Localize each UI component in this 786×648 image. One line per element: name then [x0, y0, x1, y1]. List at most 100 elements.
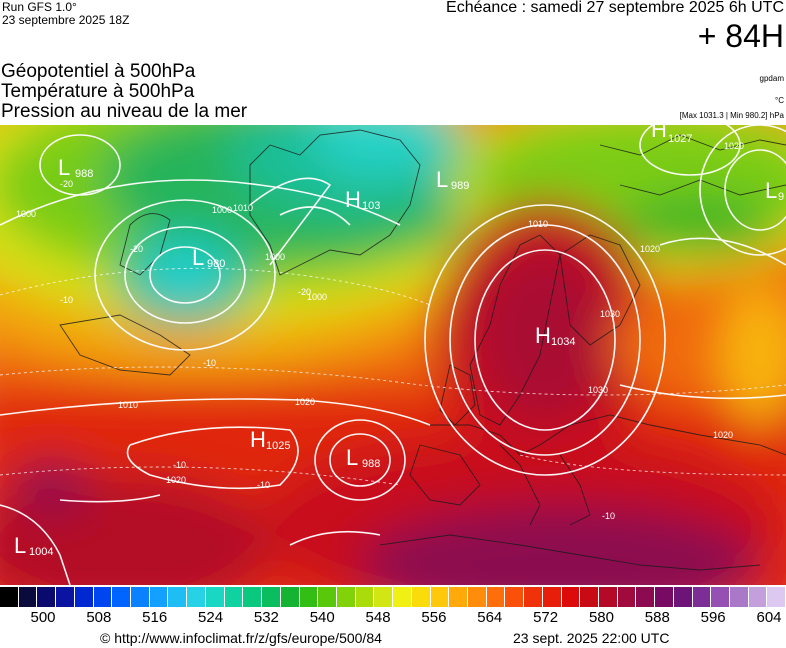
- pressure-center-value: 989: [451, 180, 469, 192]
- unit-geopotential: gpdam: [759, 74, 784, 83]
- colorbar-swatch: [262, 587, 281, 607]
- isotherms: [0, 267, 786, 486]
- colorbar-swatch: [131, 587, 150, 607]
- generated-time: 23 sept. 2025 22:00 UTC: [513, 630, 670, 646]
- colorbar-swatch: [599, 587, 618, 607]
- colorbar-swatch: [18, 587, 38, 607]
- pressure-center-value: 988: [75, 168, 93, 180]
- weather-map: L 988 H 103 L 989 H 1027 L 9 L 980 H 103…: [0, 125, 786, 585]
- pressure-center-high: H: [345, 187, 361, 212]
- colorbar-tick-label: 524: [198, 609, 224, 626]
- isobar-label: 1020: [640, 244, 660, 254]
- pressure-center-labels: L 988 H 103 L 989 H 1027 L 9 L 980 H 103…: [14, 125, 784, 558]
- colorbar-swatch: [617, 587, 637, 607]
- isotherm-label: -20: [298, 287, 311, 297]
- colorbar-swatch: [730, 587, 749, 607]
- isobar-label: 1010: [118, 400, 138, 410]
- unit-temperature: °C: [775, 96, 784, 105]
- colorbar-swatch: [355, 587, 375, 607]
- colorbar-swatch: [149, 587, 169, 607]
- pressure-center-low: L: [58, 155, 70, 180]
- source-url: © http://www.infoclimat.fr/z/gfs/europe/…: [100, 630, 382, 646]
- isobar-label: 1020: [713, 430, 733, 440]
- colorbar-swatch: [318, 587, 337, 607]
- colorbar-swatch: [299, 587, 319, 607]
- run-date: 23 septembre 2025 18Z: [2, 13, 130, 27]
- colorbar-swatch: [580, 587, 599, 607]
- coastlines-sharp: [59, 129, 786, 571]
- isotherm-label: -10: [173, 460, 186, 470]
- isotherm-label: -10: [602, 511, 615, 521]
- title-pressure: Pression au niveau de la mer: [1, 101, 248, 122]
- colorbar-swatch: [37, 587, 57, 607]
- run-label: Run GFS 1.0°: [2, 0, 77, 14]
- colorbar-swatch: [74, 587, 94, 607]
- colorbar-ticks: 500 508 516 524 532 540 548 556 564 572 580 588 596 6…: [0, 609, 786, 627]
- isobar-label: 1010: [528, 219, 548, 229]
- colorbar-swatch: [711, 587, 731, 607]
- isobar-label: 1000: [307, 292, 327, 302]
- isobar-label: 1000: [16, 209, 36, 219]
- colorbar-swatch: [467, 587, 487, 607]
- colorbar-swatch: [280, 587, 300, 607]
- pressure-center-value: 980: [207, 258, 225, 270]
- colorbar-tick-label: 548: [365, 609, 391, 626]
- pressure-center-value: 1004: [29, 546, 53, 558]
- colorbar-swatch: [673, 587, 693, 607]
- colorbar-tick-label: 532: [253, 609, 279, 626]
- isotherm-label: -20: [130, 244, 143, 254]
- colorbar-swatch: [112, 587, 132, 607]
- colorbar-tick-label: 564: [477, 609, 503, 626]
- colorbar-swatch: [93, 587, 113, 607]
- colorbar-tick-label: 588: [644, 609, 670, 626]
- isotherm-label: -10: [203, 358, 216, 368]
- colorbar-swatch: [748, 587, 768, 607]
- colorbar-swatch: [243, 587, 263, 607]
- colorbar-swatch: [168, 587, 188, 607]
- colorbar-tick-label: 556: [421, 609, 447, 626]
- colorbar-swatch: [767, 587, 786, 607]
- colorbar-swatch: [524, 587, 543, 607]
- colorbar-swatch: [187, 587, 206, 607]
- colorbar-tick-label: 596: [700, 609, 726, 626]
- colorbar-tick-label: 540: [309, 609, 335, 626]
- colorbar-tick-label: 604: [756, 609, 782, 626]
- colorbar-tick-label: 572: [533, 609, 559, 626]
- title-temperature: Température à 500hPa: [1, 81, 195, 102]
- forecast-valid-time: Echéance : samedi 27 septembre 2025 6h U…: [446, 0, 784, 16]
- isotherm-label: -10: [60, 295, 73, 305]
- isotherm-label: -20: [60, 179, 73, 189]
- colorbar-swatch: [692, 587, 712, 607]
- colorbar-swatch: [486, 587, 506, 607]
- pressure-center-value: 9: [778, 191, 784, 203]
- isobar-label: 1010: [233, 203, 253, 213]
- title-geopotential: Géopotentiel à 500hPa: [1, 61, 196, 82]
- colorbar-tick-label: 580: [588, 609, 614, 626]
- pressure-center-value: 1025: [266, 440, 290, 452]
- colorbar-swatch: [393, 587, 412, 607]
- isobar-label: 1000: [265, 252, 285, 262]
- colorbar-swatch: [411, 587, 431, 607]
- colorbar-swatch: [336, 587, 356, 607]
- pressure-center-low: L: [346, 445, 358, 470]
- colorbar-swatch: [0, 587, 19, 607]
- isotherm-value-labels: -20 -10 -20 -10 -10 -10 -10 -20: [60, 179, 615, 521]
- isobar-label: 1030: [600, 309, 620, 319]
- pressure-center-low: L: [436, 167, 448, 192]
- pressure-center-high: H: [535, 323, 551, 348]
- colorbar-swatch: [56, 587, 75, 607]
- pressure-center-low: L: [14, 533, 26, 558]
- isobar-label: 1020: [295, 397, 315, 407]
- colorbar-tick-label: 516: [142, 609, 168, 626]
- colorbar-swatch: [374, 587, 394, 607]
- colorbar-tick-label: 500: [30, 609, 56, 626]
- colorbar-swatch: [430, 587, 450, 607]
- pressure-center-value: 1027: [668, 133, 692, 145]
- isobar-label: 1030: [588, 385, 608, 395]
- isobar-label: 1020: [724, 141, 744, 151]
- colorbar-swatch: [636, 587, 656, 607]
- isobar-label: 1020: [166, 475, 186, 485]
- isobar-value-labels: 1000 1010 1000 1020 1000 1010 1030 1030 …: [16, 141, 744, 485]
- isobar-label: 1000: [212, 205, 232, 215]
- colorbar: [0, 587, 786, 607]
